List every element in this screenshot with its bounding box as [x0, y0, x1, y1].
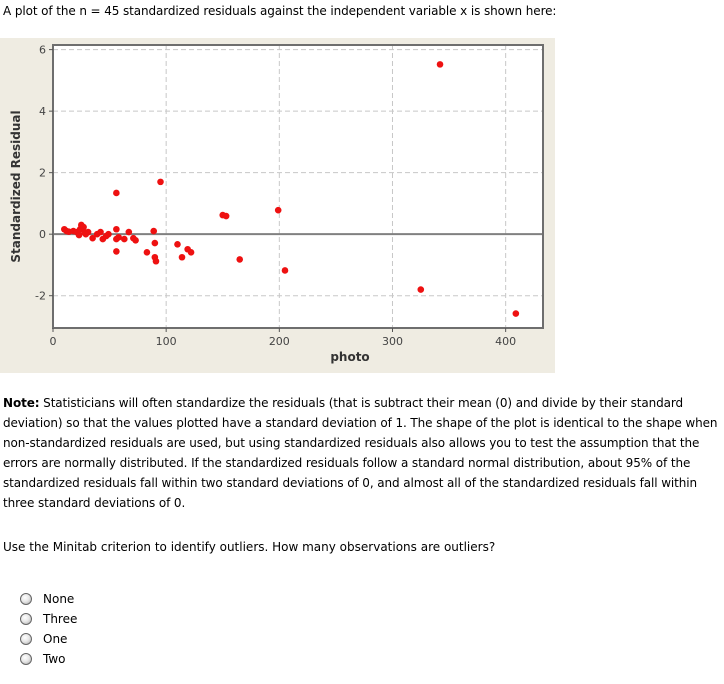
- data-point: [125, 228, 133, 236]
- residual-scatter-plot: -2 0 2 4 6 0 100 200 300 400 photo Standardized Res…: [0, 38, 555, 373]
- data-point: [174, 241, 181, 248]
- x-axis-label: photo: [330, 350, 369, 364]
- x-tick-label: 300: [382, 335, 403, 348]
- data-point: [417, 286, 425, 293]
- data-point: [115, 233, 122, 241]
- data-point: [236, 256, 244, 263]
- data-point: [102, 232, 110, 240]
- data-point: [187, 249, 195, 256]
- y-tick-label: 0: [39, 228, 46, 241]
- radio-button[interactable]: [20, 613, 32, 625]
- data-point: [152, 257, 160, 265]
- chart-canvas: -2 0 2 4 6 0 100 200 300 400 photo Standardized Res…: [9, 44, 544, 364]
- option-label: Three: [43, 612, 78, 626]
- data-point: [150, 227, 158, 235]
- option-label: Two: [43, 652, 66, 666]
- y-tick-label: 2: [39, 167, 46, 180]
- option-two[interactable]: Two: [20, 649, 77, 669]
- y-axis-label: Standardized Residual: [9, 110, 23, 262]
- note-label: Note:: [3, 396, 40, 410]
- answer-options: None Three One Two: [20, 589, 77, 669]
- data-point: [274, 206, 282, 214]
- option-label: One: [43, 632, 68, 646]
- x-tick-label: 0: [50, 335, 57, 348]
- data-point: [113, 225, 120, 233]
- plot-area: [53, 45, 543, 328]
- option-none[interactable]: None: [20, 589, 77, 609]
- y-tick-label: 6: [39, 44, 46, 57]
- data-point: [281, 267, 289, 274]
- data-point: [132, 237, 139, 244]
- data-point: [143, 249, 151, 256]
- data-point: [89, 234, 96, 242]
- plot-border: [52, 44, 544, 329]
- data-point: [157, 178, 164, 186]
- note-text: Statisticians will often standardize the…: [3, 396, 718, 510]
- x-tick-label: 100: [156, 335, 177, 348]
- y-tick-label: 4: [39, 105, 46, 118]
- data-point: [97, 228, 104, 236]
- question-text: Use the Minitab criterion to identify ou…: [3, 540, 496, 554]
- data-point: [113, 189, 120, 197]
- data-point: [82, 230, 90, 238]
- radio-button[interactable]: [20, 633, 32, 645]
- data-point: [120, 235, 128, 243]
- data-point: [512, 310, 520, 317]
- intro-text: A plot of the n = 45 standardized residu…: [3, 4, 557, 18]
- note-paragraph: Note: Statisticians will often standardi…: [3, 393, 719, 513]
- data-point: [222, 212, 230, 220]
- radio-button[interactable]: [20, 653, 32, 665]
- y-tick-label: -2: [35, 290, 46, 303]
- data-point: [75, 231, 83, 239]
- data-point: [178, 253, 186, 261]
- data-point: [436, 61, 444, 68]
- option-one[interactable]: One: [20, 629, 77, 649]
- radio-button[interactable]: [20, 593, 32, 605]
- option-three[interactable]: Three: [20, 609, 77, 629]
- data-point: [80, 223, 87, 231]
- x-tick-label: 400: [495, 335, 516, 348]
- data-point: [113, 248, 120, 255]
- data-point: [151, 239, 159, 247]
- x-tick-label: 200: [269, 335, 290, 348]
- option-label: None: [43, 592, 75, 606]
